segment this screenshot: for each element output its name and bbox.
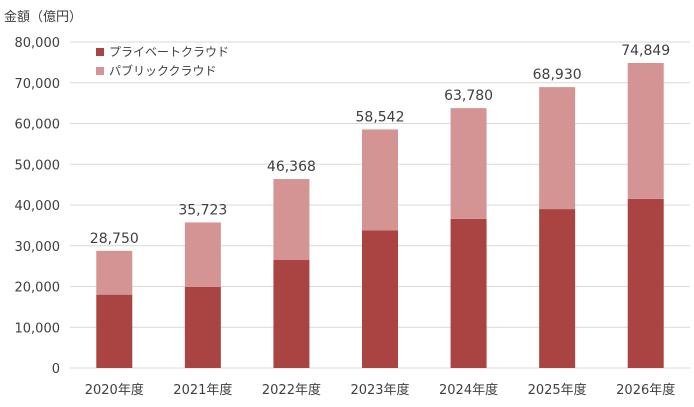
bar-segment-private-cloud xyxy=(96,294,133,368)
y-tick-label: 30,000 xyxy=(15,240,61,255)
bar-segment-public-cloud xyxy=(539,87,576,210)
total-data-label: 74,849 xyxy=(621,43,670,59)
bar-segment-private-cloud xyxy=(450,218,487,368)
total-data-label: 58,542 xyxy=(356,109,405,125)
x-tick-label: 2024年度 xyxy=(439,382,498,398)
legend-label-public-cloud: パブリッククラウド xyxy=(109,64,217,78)
legend-label-private-cloud: プライベートクラウド xyxy=(109,45,230,59)
total-data-label: 46,368 xyxy=(267,159,316,175)
y-tick-label: 80,000 xyxy=(15,36,61,51)
y-tick-label: 60,000 xyxy=(15,118,61,133)
y-axis-unit-label: 金額（億円） xyxy=(4,10,83,25)
bar-segment-public-cloud xyxy=(450,108,487,219)
x-tick-label: 2023年度 xyxy=(350,382,409,398)
y-tick-label: 20,000 xyxy=(15,281,61,296)
legend-swatch-public-cloud xyxy=(96,66,104,75)
total-data-label: 68,930 xyxy=(533,67,582,83)
bar-segment-private-cloud xyxy=(539,209,576,368)
legend-item-public-cloud: パブリッククラウド xyxy=(96,61,229,80)
bar-segment-public-cloud xyxy=(362,129,398,231)
bar-segment-private-cloud xyxy=(184,286,221,368)
y-tick-label: 40,000 xyxy=(15,199,61,214)
y-tick-label: 0 xyxy=(52,362,60,377)
legend-item-private-cloud: プライベートクラウド xyxy=(96,42,229,61)
total-data-label: 28,750 xyxy=(90,231,139,247)
bar-segment-public-cloud xyxy=(627,62,664,199)
legend: プライベートクラウド パブリッククラウド xyxy=(96,42,229,80)
x-tick-label: 2022年度 xyxy=(262,382,321,398)
bar-segment-public-cloud xyxy=(184,222,221,287)
x-tick-label: 2020年度 xyxy=(85,382,144,398)
y-tick-label: 70,000 xyxy=(15,77,61,92)
y-tick-label: 50,000 xyxy=(15,158,61,173)
x-tick-label: 2021年度 xyxy=(173,382,232,398)
x-tick-label: 2026年度 xyxy=(616,382,675,398)
legend-swatch-private-cloud xyxy=(96,47,104,56)
y-tick-label: 10,000 xyxy=(15,321,61,336)
bar-segment-public-cloud xyxy=(96,250,133,295)
bar-segment-private-cloud xyxy=(627,198,664,368)
bar-segment-public-cloud xyxy=(273,179,310,261)
x-tick-label: 2025年度 xyxy=(528,382,587,398)
bar-segment-private-cloud xyxy=(362,230,398,368)
bar-segment-private-cloud xyxy=(273,260,310,368)
total-data-label: 35,723 xyxy=(178,202,227,218)
total-data-label: 63,780 xyxy=(444,88,493,104)
